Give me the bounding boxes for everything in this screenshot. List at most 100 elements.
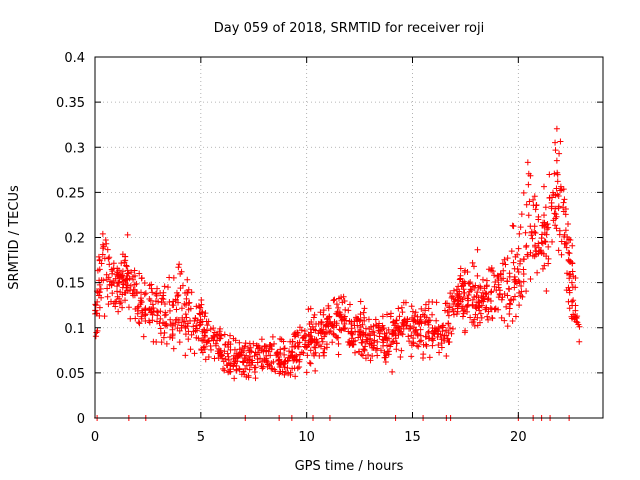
- data-point: [312, 367, 319, 374]
- data-point: [104, 293, 111, 300]
- data-point: [185, 336, 192, 343]
- data-point: [434, 333, 441, 340]
- data-point: [552, 147, 559, 154]
- data-point: [166, 299, 173, 306]
- data-point: [110, 265, 117, 272]
- data-point: [525, 170, 532, 177]
- data-point: [279, 368, 286, 375]
- data-point: [448, 294, 455, 301]
- data-point: [268, 346, 275, 353]
- data-point: [551, 210, 558, 217]
- data-point: [394, 324, 401, 331]
- data-point: [284, 358, 291, 365]
- data-point: [193, 303, 200, 310]
- data-point: [445, 312, 452, 319]
- data-point: [155, 298, 162, 305]
- data-point: [465, 292, 472, 299]
- data-point: [508, 248, 515, 255]
- data-point: [180, 319, 187, 326]
- data-point: [148, 306, 155, 313]
- data-point: [269, 333, 276, 340]
- data-point: [511, 265, 518, 272]
- data-point: [225, 357, 232, 364]
- x-tick-label: 0: [91, 430, 99, 445]
- data-point: [564, 270, 571, 277]
- data-point: [508, 296, 515, 303]
- data-point: [501, 317, 508, 324]
- data-point: [322, 323, 329, 330]
- data-point: [406, 338, 413, 345]
- data-point: [568, 313, 575, 320]
- data-point: [147, 297, 154, 304]
- data-point: [518, 283, 525, 290]
- data-point: [178, 305, 185, 312]
- data-point: [520, 271, 527, 278]
- data-point: [135, 319, 142, 326]
- data-point: [475, 304, 482, 311]
- x-axis-label: GPS time / hours: [295, 459, 404, 474]
- data-point: [400, 325, 407, 332]
- data-point: [457, 272, 464, 279]
- data-point: [274, 349, 281, 356]
- data-point: [275, 353, 282, 360]
- data-point: [172, 321, 179, 328]
- data-point: [522, 229, 529, 236]
- data-point: [455, 300, 462, 307]
- data-point: [122, 257, 129, 264]
- data-point: [206, 337, 213, 344]
- data-point: [358, 339, 365, 346]
- data-point: [570, 297, 577, 304]
- data-point: [467, 314, 474, 321]
- data-point: [291, 333, 298, 340]
- data-point: [430, 337, 437, 344]
- data-point: [450, 308, 457, 315]
- data-point: [342, 324, 349, 331]
- data-point: [150, 338, 157, 345]
- data-point: [530, 196, 537, 203]
- data-point: [354, 315, 361, 322]
- data-point: [518, 211, 525, 218]
- chart-title: Day 059 of 2018, SRMTID for receiver roj…: [214, 21, 484, 36]
- data-point: [96, 288, 103, 295]
- data-point: [132, 315, 139, 322]
- data-point: [122, 297, 129, 304]
- data-point: [258, 363, 265, 370]
- data-point: [558, 186, 565, 193]
- data-point: [445, 320, 452, 327]
- data-point: [494, 273, 501, 280]
- data-point: [483, 291, 490, 298]
- data-point: [397, 328, 404, 335]
- data-point: [258, 347, 265, 354]
- data-point: [433, 317, 440, 324]
- data-point: [357, 317, 364, 324]
- data-point: [126, 287, 133, 294]
- data-point: [400, 299, 407, 306]
- data-point: [94, 267, 101, 274]
- y-tick-label: 0.25: [56, 186, 85, 201]
- data-point: [173, 306, 180, 313]
- data-point: [177, 270, 184, 277]
- data-point: [154, 285, 161, 292]
- data-point: [511, 284, 518, 291]
- data-point: [389, 368, 396, 375]
- data-point: [384, 311, 391, 318]
- data-point: [487, 289, 494, 296]
- data-point: [361, 305, 368, 312]
- data-point: [313, 321, 320, 328]
- data-point: [553, 185, 560, 192]
- x-tick-labels: 0 5 10 15 20: [91, 430, 527, 445]
- data-point: [131, 267, 138, 274]
- data-point: [374, 352, 381, 359]
- data-point: [184, 323, 191, 330]
- data-point: [346, 342, 353, 349]
- data-point: [102, 236, 109, 243]
- data-point: [339, 299, 346, 306]
- data-point: [346, 301, 353, 308]
- data-point: [403, 322, 410, 329]
- data-point: [498, 276, 505, 283]
- data-point: [453, 311, 460, 318]
- data-point: [562, 227, 569, 234]
- data-point: [455, 283, 462, 290]
- data-point: [316, 352, 323, 359]
- data-point: [282, 369, 289, 376]
